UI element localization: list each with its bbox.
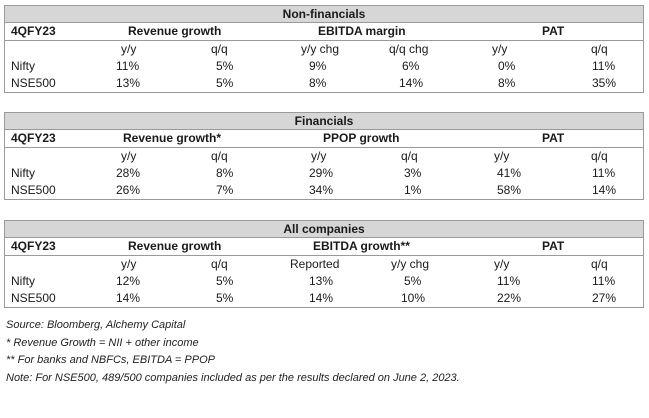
cell-value: 34% — [309, 183, 334, 197]
cell-value: 11% — [497, 274, 521, 288]
cell-value: 5% — [216, 291, 234, 305]
table-financials: Financials 4QFY23 Revenue growth* PPOP g… — [4, 112, 644, 200]
footnote-revenue: * Revenue Growth = NII + other income — [6, 336, 199, 349]
subheader: q/q — [591, 257, 608, 271]
group-header: EBITDA growth** — [313, 239, 410, 253]
period-label: 4QFY23 — [11, 24, 56, 38]
subheader: q/q — [591, 149, 608, 163]
table-non-financials: Non-financials 4QFY23 Revenue growth EBI… — [4, 5, 644, 93]
subheader: y/y chg — [391, 257, 430, 271]
subheader: y/y — [311, 149, 327, 163]
table-row: NSE500 26% 7% 34% 1% 58% 14% — [5, 182, 643, 199]
cell-value: 7% — [216, 183, 234, 197]
cell-value: 3% — [404, 166, 422, 180]
period-label: 4QFY23 — [11, 239, 56, 253]
row-label: Nifty — [11, 274, 35, 288]
cell-value: 9% — [309, 59, 327, 73]
cell-value: 0% — [498, 59, 516, 73]
cell-value: 13% — [116, 76, 141, 90]
footnotes: Source: Bloomberg, Alchemy Capital * Rev… — [6, 317, 460, 387]
row-label: Nifty — [11, 59, 35, 73]
row-label: NSE500 — [11, 76, 56, 90]
subheader: q/q — [211, 149, 228, 163]
subheader-row: y/y q/q y/y chg q/q chg y/y q/q — [5, 41, 643, 58]
subheader: q/q — [211, 42, 228, 56]
cell-value: 14% — [399, 76, 424, 90]
cell-value: 5% — [216, 59, 234, 73]
cell-value: 29% — [309, 166, 334, 180]
cell-value: 6% — [402, 59, 420, 73]
group-header: PAT — [542, 24, 565, 38]
subheader: q/q chg — [389, 42, 429, 56]
cell-value: 58% — [497, 183, 522, 197]
subheader: y/y — [492, 42, 508, 56]
cell-value: 14% — [309, 291, 334, 305]
cell-value: 14% — [116, 291, 141, 305]
group-header-row: 4QFY23 Revenue growth* PPOP growth PAT — [5, 130, 643, 148]
group-header: EBITDA margin — [318, 24, 406, 38]
table-title: Financials — [5, 113, 643, 130]
table-title: All companies — [5, 221, 643, 238]
subheader-row: y/y q/q Reported y/y chg y/y q/q — [5, 256, 643, 273]
cell-value: 22% — [497, 291, 522, 305]
cell-value: 11% — [592, 274, 616, 288]
table-all-companies: All companies 4QFY23 Revenue growth EBIT… — [4, 220, 644, 308]
table-row: NSE500 14% 5% 14% 10% 22% 27% — [5, 290, 643, 307]
table-row: NSE500 13% 5% 8% 14% 8% 35% — [5, 75, 643, 92]
group-header-row: 4QFY23 Revenue growth EBITDA growth** PA… — [5, 238, 643, 256]
subheader: y/y — [494, 257, 510, 271]
cell-value: 8% — [309, 76, 327, 90]
subheader: q/q — [211, 257, 228, 271]
group-header-row: 4QFY23 Revenue growth EBITDA margin PAT — [5, 23, 643, 41]
cell-value: 26% — [116, 183, 141, 197]
subheader: q/q — [401, 149, 418, 163]
cell-value: 27% — [592, 291, 617, 305]
table-row: Nifty 11% 5% 9% 6% 0% 11% — [5, 58, 643, 75]
table-row: Nifty 12% 5% 13% 5% 11% 11% — [5, 273, 643, 290]
subheader: y/y — [494, 149, 510, 163]
cell-value: 28% — [116, 166, 141, 180]
group-header: PPOP growth — [323, 131, 400, 145]
subheader: y/y chg — [301, 42, 340, 56]
cell-value: 35% — [592, 76, 617, 90]
row-label: Nifty — [11, 166, 35, 180]
subheader: y/y — [121, 42, 137, 56]
table-row: Nifty 28% 8% 29% 3% 41% 11% — [5, 165, 643, 182]
group-header: PAT — [542, 131, 565, 145]
cell-value: 13% — [309, 274, 334, 288]
footnote-ebitda: ** For banks and NBFCs, EBITDA = PPOP — [6, 354, 215, 366]
subheader: y/y — [121, 257, 137, 271]
row-label: NSE500 — [11, 291, 56, 305]
cell-value: 5% — [216, 274, 234, 288]
footnote-nse500: Note: For NSE500, 489/500 companies incl… — [6, 371, 460, 384]
cell-value: 5% — [404, 274, 422, 288]
group-header: Revenue growth* — [123, 131, 222, 145]
group-header: Revenue growth — [128, 239, 222, 253]
subheader-row: y/y q/q y/y q/q y/y q/q — [5, 148, 643, 165]
group-header: Revenue growth — [128, 24, 222, 38]
cell-value: 5% — [216, 76, 234, 90]
row-label: NSE500 — [11, 183, 56, 197]
subheader: q/q — [591, 42, 608, 56]
table-title: Non-financials — [5, 6, 643, 23]
cell-value: 8% — [216, 166, 234, 180]
cell-value: 1% — [404, 183, 422, 197]
subheader: Reported — [290, 257, 340, 271]
subheader: y/y — [121, 149, 137, 163]
cell-value: 12% — [116, 274, 141, 288]
cell-value: 11% — [116, 59, 140, 73]
group-header: PAT — [542, 239, 565, 253]
source-note: Source: Bloomberg, Alchemy Capital — [6, 319, 186, 331]
cell-value: 11% — [592, 59, 616, 73]
cell-value: 14% — [592, 183, 617, 197]
period-label: 4QFY23 — [11, 131, 56, 145]
cell-value: 11% — [592, 166, 616, 180]
cell-value: 41% — [497, 166, 522, 180]
cell-value: 10% — [401, 291, 426, 305]
cell-value: 8% — [498, 76, 516, 90]
